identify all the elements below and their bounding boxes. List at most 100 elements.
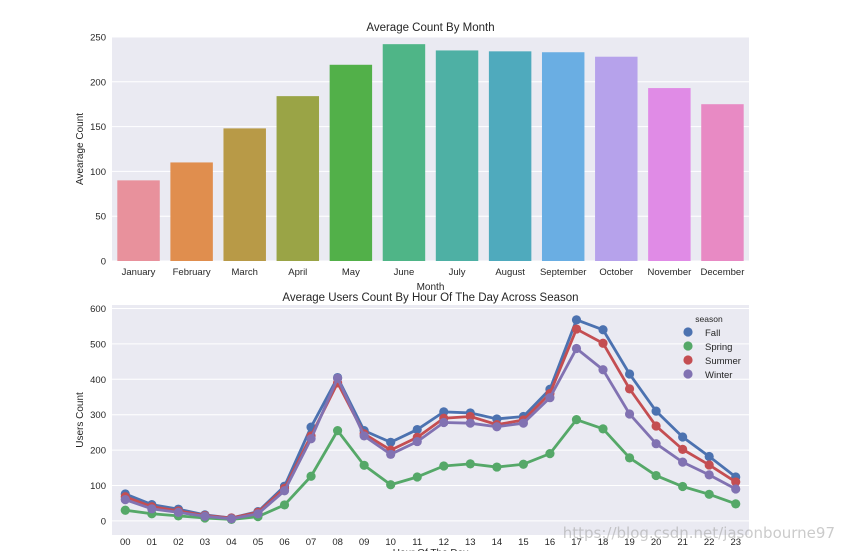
point-winter xyxy=(571,343,582,354)
bar-october xyxy=(595,56,638,261)
legend-label-winter: Winter xyxy=(705,370,732,381)
point-spring xyxy=(412,472,422,482)
line-x-tick-label: 09 xyxy=(359,537,370,548)
bar-x-tick-label: May xyxy=(342,267,360,278)
bar-y-tick-label: 50 xyxy=(95,212,106,223)
bar-x-tick-label: June xyxy=(394,267,415,278)
point-spring xyxy=(120,505,130,515)
point-spring xyxy=(624,453,635,463)
line-x-tick-label: 04 xyxy=(226,537,237,548)
line-x-tick-label: 21 xyxy=(677,537,688,548)
line-chart-title: Average Users Count By Hour Of The Day A… xyxy=(282,292,578,304)
point-spring xyxy=(439,461,449,471)
point-winter xyxy=(333,373,343,383)
point-summer xyxy=(731,477,741,487)
point-spring xyxy=(704,489,714,499)
point-winter xyxy=(545,393,555,403)
bar-chart-title: Average Count By Month xyxy=(366,22,494,34)
point-fall xyxy=(598,325,608,335)
point-fall xyxy=(571,315,582,325)
bar-november xyxy=(648,88,691,262)
line-x-axis-label: Hour Of The Day xyxy=(393,548,468,551)
bar-x-tick-label: August xyxy=(495,267,525,278)
line-y-tick-label: 300 xyxy=(90,410,106,421)
line-x-tick-label: 00 xyxy=(120,537,131,548)
bar-y-tick-label: 0 xyxy=(101,257,106,268)
bar-may xyxy=(329,64,373,261)
legend-marker-winter xyxy=(683,369,693,379)
bar-january xyxy=(117,180,160,261)
point-winter xyxy=(465,418,475,428)
line-y-tick-label: 0 xyxy=(101,516,106,527)
point-fall xyxy=(704,451,714,462)
point-winter xyxy=(704,470,714,480)
line-x-tick-label: 03 xyxy=(200,537,211,548)
watermark-text: https://blog.csdn.net/jasonbourne97 xyxy=(562,524,835,542)
point-winter xyxy=(200,511,210,521)
point-summer xyxy=(624,384,635,394)
point-summer xyxy=(465,411,475,422)
point-winter xyxy=(359,431,369,441)
line-x-tick-label: 12 xyxy=(438,537,449,548)
bar-x-tick-label: April xyxy=(288,267,307,278)
bar-december xyxy=(701,104,744,261)
bar-x-tick-label: September xyxy=(540,267,586,278)
bar-y-tick-label: 250 xyxy=(90,33,106,44)
point-winter xyxy=(412,436,422,447)
bar-y-tick-label: 200 xyxy=(90,77,106,88)
line-x-tick-label: 05 xyxy=(253,537,264,548)
legend-label-summer: Summer xyxy=(705,356,741,367)
bar-x-tick-label: February xyxy=(173,267,211,278)
point-fall xyxy=(386,437,396,447)
point-summer xyxy=(651,421,661,431)
line-y-tick-label: 200 xyxy=(90,446,106,457)
line-x-tick-label: 01 xyxy=(147,537,158,548)
line-x-tick-label: 22 xyxy=(704,537,715,548)
line-x-tick-label: 16 xyxy=(545,537,556,548)
line-x-tick-label: 14 xyxy=(492,537,503,548)
legend-title: season xyxy=(695,314,723,324)
point-spring xyxy=(571,415,582,425)
legend-label-fall: Fall xyxy=(705,328,720,339)
point-winter xyxy=(279,486,290,496)
point-fall xyxy=(651,406,661,416)
bar-x-tick-label: November xyxy=(647,267,691,278)
legend-label-spring: Spring xyxy=(705,342,732,353)
point-spring xyxy=(333,426,343,436)
line-x-tick-label: 08 xyxy=(332,537,343,548)
legend-marker-summer xyxy=(683,355,693,365)
line-x-tick-label: 06 xyxy=(279,537,290,548)
point-spring xyxy=(279,500,290,510)
point-fall xyxy=(439,407,449,417)
bar-april xyxy=(276,96,320,261)
line-y-tick-label: 400 xyxy=(90,375,106,386)
point-winter xyxy=(651,439,661,449)
bar-x-tick-label: January xyxy=(122,267,156,278)
point-winter xyxy=(731,484,741,494)
point-fall xyxy=(412,424,422,435)
point-winter xyxy=(253,509,263,519)
point-winter xyxy=(518,418,528,428)
point-winter xyxy=(306,434,316,444)
line-x-tick-label: 10 xyxy=(385,537,396,548)
line-x-tick-label: 11 xyxy=(412,537,422,548)
bar-x-axis-label: Month xyxy=(417,282,445,293)
bar-x-tick-label: March xyxy=(232,267,258,278)
point-spring xyxy=(545,449,555,459)
bar-y-tick-label: 100 xyxy=(90,167,106,178)
bar-y-axis-label: Avearage Count xyxy=(75,113,86,185)
line-x-tick-label: 18 xyxy=(598,537,609,548)
bar-x-tick-label: July xyxy=(449,267,466,278)
line-x-tick-label: 17 xyxy=(571,537,582,548)
point-winter xyxy=(173,507,183,517)
point-winter xyxy=(120,495,130,505)
point-summer xyxy=(704,460,714,470)
line-y-tick-label: 500 xyxy=(90,339,106,350)
point-winter xyxy=(226,514,237,524)
bar-july xyxy=(435,50,479,261)
point-summer xyxy=(598,338,608,348)
point-spring xyxy=(651,470,661,481)
point-winter xyxy=(678,457,688,467)
line-x-tick-label: 02 xyxy=(173,537,184,548)
point-winter xyxy=(147,504,157,514)
